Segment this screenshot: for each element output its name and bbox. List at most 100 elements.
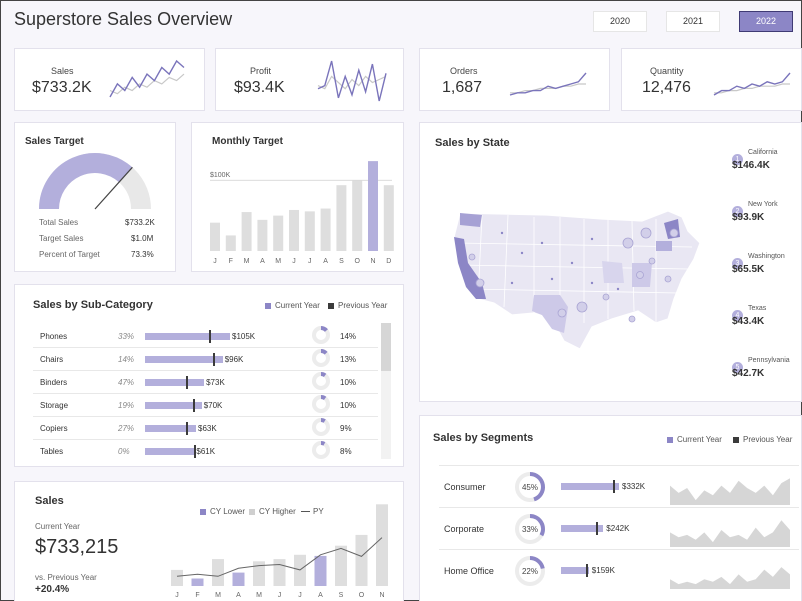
- sparkline-current-year: [713, 72, 791, 96]
- state-name: Pennsylvania: [748, 357, 790, 364]
- legend-label: PY: [313, 507, 324, 516]
- month-tick-label: O: [359, 592, 365, 599]
- previous-year-marker: [585, 564, 588, 577]
- month-tick-label: F: [195, 592, 199, 599]
- sub-category-row[interactable]: Chairs 14% $96K 13%: [15, 348, 375, 370]
- kpi-label: Sales: [51, 66, 74, 76]
- month-tick-label: J: [292, 258, 296, 265]
- donut-fill: [529, 472, 545, 502]
- segments-card: Sales by Segments Current Year Previous …: [419, 415, 802, 601]
- sales-target-gauge: [39, 153, 151, 210]
- area-shape: [670, 520, 790, 547]
- kpi-label: Profit: [250, 66, 272, 76]
- sales-card: Sales Current Year $733,215 vs. Previous…: [14, 481, 404, 601]
- current-year-value: $733,215: [35, 536, 119, 558]
- donut-fill: [320, 418, 326, 423]
- area-shape: [670, 478, 790, 505]
- card-title: Sales: [35, 495, 64, 507]
- vs-previous-value: +20.4%: [35, 584, 70, 595]
- monthly-target-card: Monthly Target $100K J F M A M J J A S O N D: [191, 122, 404, 272]
- state-rank-item[interactable]: 1 California $146.4K: [732, 149, 802, 183]
- legend-swatch: [667, 436, 673, 443]
- sub-category-row[interactable]: Binders 47% $73K 10%: [15, 371, 375, 393]
- scrollbar-thumb[interactable]: [381, 323, 391, 371]
- row-divider: [33, 393, 378, 394]
- legend-current-year: Current Year: [667, 435, 722, 444]
- month-tick-label: A: [318, 592, 323, 599]
- target-sales-label: Target Sales: [39, 234, 84, 243]
- sub-category-row[interactable]: Phones 33% $105K 14%: [15, 325, 375, 347]
- segment-area-chart: [670, 567, 790, 589]
- kpi-card-orders[interactable]: Orders 1,687: [419, 48, 610, 111]
- sub-category-row[interactable]: Storage 19% $70K 10%: [15, 394, 375, 416]
- month-tick-label: J: [213, 258, 217, 265]
- year-button-2021[interactable]: 2021: [666, 11, 720, 32]
- sub-category-row[interactable]: Tables 0% $61K 8%: [15, 440, 375, 462]
- sub-category-row[interactable]: Copiers 27% $63K 9%: [15, 417, 375, 439]
- segment-row[interactable]: Consumer 45% $332K: [420, 466, 800, 507]
- sparkline-current-year: [509, 72, 587, 96]
- sales-month-bar: [253, 561, 265, 586]
- state-rank-item[interactable]: 4 Texas $43.4K: [732, 305, 802, 339]
- segment-value: $159K: [591, 566, 615, 575]
- share-donut: [312, 349, 330, 367]
- share-percent: 10%: [340, 378, 357, 387]
- rank-badge: 3: [732, 258, 743, 269]
- segment-row[interactable]: Corporate 33% $242K: [420, 508, 800, 549]
- kpi-card-profit[interactable]: Profit $93.4K: [215, 48, 404, 111]
- kpi-card-quantity[interactable]: Quantity 12,476: [621, 48, 802, 111]
- month-bar: [352, 180, 363, 251]
- month-tick-label: M: [215, 592, 221, 599]
- segment-area-chart: [670, 478, 790, 505]
- year-button-2020[interactable]: 2020: [593, 11, 647, 32]
- month-tick-label: F: [229, 258, 233, 265]
- month-tick-label: M: [275, 258, 281, 265]
- sales-value: $63K: [198, 424, 217, 433]
- share-percent: 8%: [340, 447, 352, 456]
- total-sales-label: Total Sales: [39, 218, 79, 227]
- legend-cy-higher: CY Higher: [249, 507, 296, 516]
- current-year-bar: [561, 483, 619, 490]
- segment-row[interactable]: Home Office 22% $159K: [420, 550, 800, 591]
- current-year-label: Current Year: [35, 522, 80, 531]
- year-button-2022[interactable]: 2022: [739, 11, 793, 32]
- percent-target-label: Percent of Target: [39, 250, 100, 259]
- previous-year-marker: [192, 399, 195, 412]
- state-rank-item[interactable]: 3 Washington $65.5K: [732, 253, 802, 287]
- state-value: $146.4K: [732, 160, 770, 171]
- segment-donut: 33%: [515, 514, 545, 544]
- sparkline-current-year: [109, 59, 185, 98]
- sales-month-bar: [191, 578, 204, 586]
- legend-line: [301, 511, 310, 513]
- previous-year-marker: [209, 330, 211, 343]
- previous-year-marker: [613, 480, 616, 493]
- donut-track: [312, 395, 330, 413]
- state-rank-item[interactable]: 2 New York $93.9K: [732, 201, 802, 235]
- state-value: $65.5K: [732, 264, 765, 275]
- kpi-card-sales[interactable]: Sales $733.2K: [14, 48, 205, 111]
- donut-label: 33%: [522, 525, 538, 534]
- scrollbar-track[interactable]: [381, 323, 391, 459]
- legend-swatch: [733, 436, 739, 443]
- sparkline-current-year: [317, 60, 387, 102]
- legend-label: Previous Year: [338, 301, 388, 310]
- donut-fill: [529, 514, 545, 537]
- legend-current-year: Current Year: [265, 301, 320, 310]
- month-tick-label: J: [175, 592, 179, 599]
- growth-percent: 19%: [118, 401, 135, 410]
- share-percent: 10%: [340, 401, 357, 410]
- percent-target-value: 73.3%: [131, 250, 154, 259]
- current-year-bar: [145, 379, 205, 386]
- page-title: Superstore Sales Overview: [14, 9, 233, 29]
- row-divider: [439, 549, 799, 550]
- share-donut: [312, 441, 330, 459]
- state-rank-item[interactable]: 5 Pennsylvania $42.7K: [732, 357, 802, 391]
- sales-month-bar: [171, 569, 183, 586]
- kpi-value: 12,476: [642, 79, 691, 96]
- sparkline-previous-year: [510, 83, 586, 94]
- growth-percent: 0%: [118, 447, 130, 456]
- target-sales-value: $1.0M: [131, 234, 154, 243]
- vs-previous-label: vs. Previous Year: [35, 573, 97, 582]
- sub-category-name: Storage: [40, 401, 69, 410]
- segment-value: $332K: [622, 482, 646, 491]
